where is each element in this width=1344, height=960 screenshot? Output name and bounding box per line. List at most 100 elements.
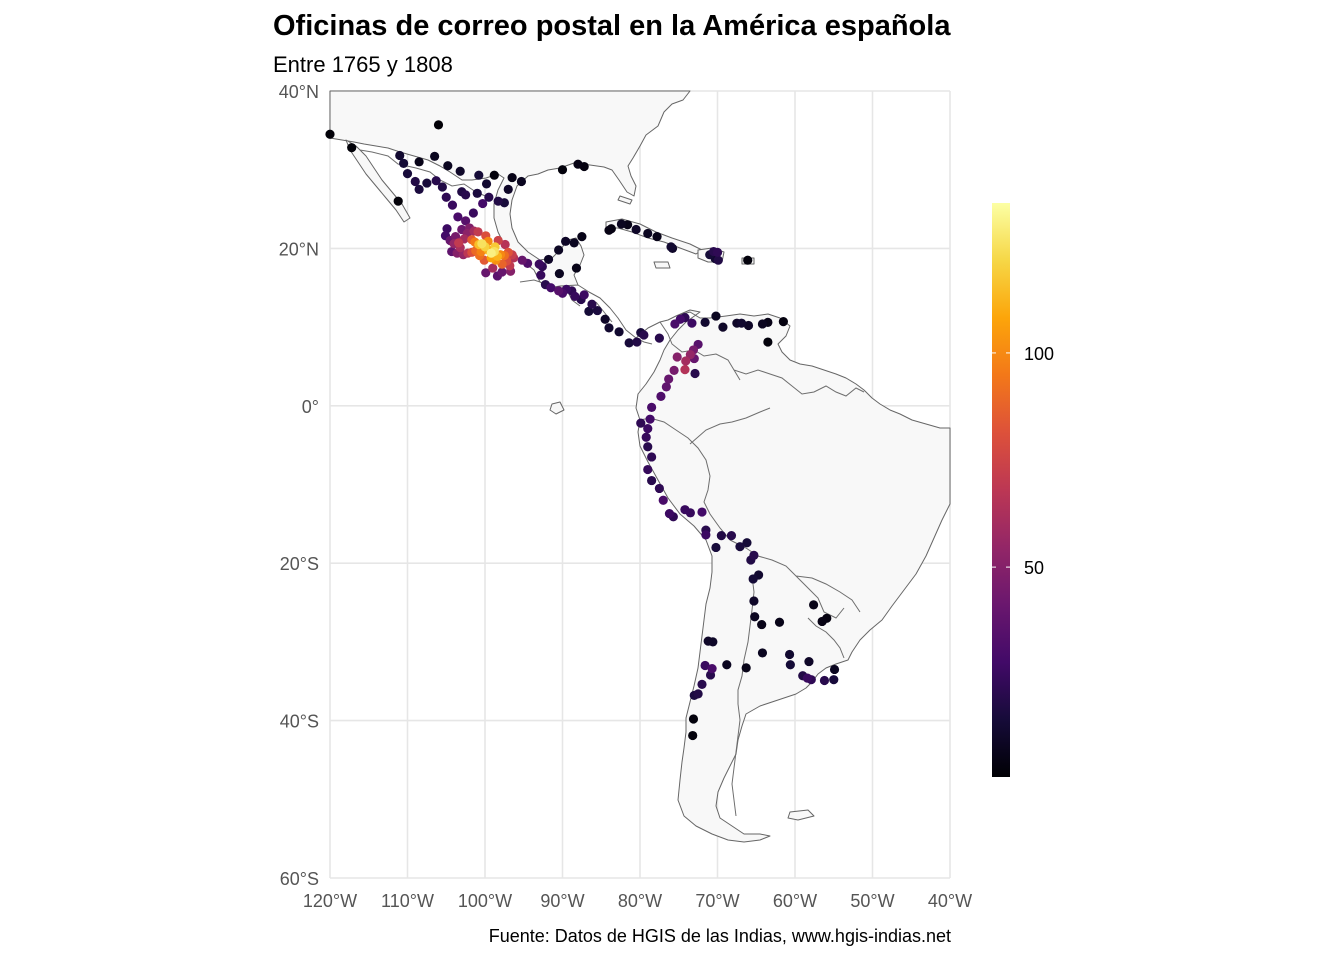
x-tick-label: 110°W xyxy=(381,891,434,911)
post-office-point xyxy=(571,263,582,273)
post-office-point xyxy=(561,236,571,246)
post-office-point xyxy=(624,338,634,348)
post-office-point xyxy=(536,270,546,280)
post-office-point xyxy=(658,495,668,505)
x-tick-label: 70°W xyxy=(695,891,739,911)
post-office-point xyxy=(500,239,510,250)
post-office-point xyxy=(707,664,717,674)
post-office-point xyxy=(455,166,465,176)
y-tick-label: 60°S xyxy=(280,869,319,889)
post-office-point xyxy=(664,374,674,384)
post-office-point xyxy=(414,157,424,167)
chart-caption: Fuente: Datos de HGIS de las Indias, www… xyxy=(489,926,951,946)
x-tick-label: 40°W xyxy=(928,891,972,911)
post-office-point xyxy=(669,365,679,375)
post-office-point xyxy=(604,323,614,333)
post-office-point xyxy=(652,231,662,242)
colorbar-tick-label: 100 xyxy=(1024,344,1054,364)
post-office-point xyxy=(554,268,565,279)
post-office-point xyxy=(654,483,664,494)
map-panel xyxy=(325,90,951,879)
post-office-point xyxy=(819,675,830,686)
post-office-point xyxy=(632,337,642,347)
post-office-point xyxy=(802,673,813,683)
post-office-point xyxy=(670,319,680,329)
post-office-point xyxy=(643,464,653,475)
post-office-point xyxy=(616,219,627,229)
post-office-point xyxy=(817,616,827,627)
post-office-point xyxy=(430,151,440,161)
post-office-point xyxy=(700,660,710,671)
post-office-point xyxy=(569,238,579,248)
post-office-point xyxy=(604,225,614,235)
post-office-point xyxy=(661,382,671,392)
post-office-point xyxy=(442,224,452,234)
post-office-point xyxy=(410,176,420,187)
post-office-point xyxy=(680,505,690,515)
post-office-point xyxy=(785,660,795,670)
chart-title: Oficinas de correo postal en la América … xyxy=(273,10,951,42)
post-office-point xyxy=(441,192,451,202)
y-tick-label: 20°S xyxy=(280,554,319,574)
post-office-point xyxy=(804,656,814,667)
galapagos-islands xyxy=(549,401,565,415)
post-office-point xyxy=(718,322,728,332)
post-office-point xyxy=(774,617,785,627)
post-office-point xyxy=(713,255,723,265)
post-office-point xyxy=(587,299,597,309)
x-tick-label: 80°W xyxy=(618,891,662,911)
post-office-point xyxy=(516,176,527,187)
post-office-point xyxy=(763,337,773,347)
post-office-point xyxy=(664,509,675,519)
post-office-point xyxy=(645,414,655,424)
post-office-point xyxy=(700,317,710,327)
post-office-point xyxy=(422,178,432,188)
post-office-point xyxy=(570,291,580,302)
post-office-point xyxy=(742,538,752,548)
post-office-point xyxy=(647,452,657,462)
x-tick-label: 100°W xyxy=(458,891,512,911)
falkland-islands xyxy=(787,809,815,821)
post-office-point xyxy=(643,228,653,239)
post-office-point xyxy=(685,350,695,360)
post-office-point xyxy=(399,158,409,169)
post-office-point xyxy=(757,319,768,329)
post-office-points xyxy=(325,120,840,741)
post-office-point xyxy=(468,208,478,218)
post-office-point xyxy=(647,402,657,412)
post-office-point xyxy=(546,283,556,293)
post-office-point xyxy=(711,311,721,321)
post-office-point xyxy=(749,550,759,560)
post-office-point xyxy=(614,327,624,337)
post-office-point xyxy=(402,169,413,179)
color-legend: 50 100 xyxy=(992,203,1054,777)
colorbar-tick-label: 50 xyxy=(1024,558,1044,578)
post-office-point xyxy=(748,574,758,584)
post-office-point xyxy=(543,254,554,265)
post-office-point xyxy=(697,679,707,689)
post-office-point xyxy=(414,184,424,194)
post-office-point xyxy=(393,196,403,206)
post-office-point xyxy=(688,730,698,741)
post-office-point xyxy=(486,248,496,258)
post-office-point xyxy=(636,418,646,428)
post-office-point xyxy=(647,475,657,486)
post-office-point xyxy=(554,286,564,296)
post-office-point xyxy=(443,161,453,171)
colorbar-ticks: 50 100 xyxy=(992,344,1054,578)
post-office-point xyxy=(489,170,499,180)
post-office-point xyxy=(701,530,711,540)
post-office-point xyxy=(454,238,464,248)
post-office-point xyxy=(711,542,721,553)
post-office-point xyxy=(579,290,589,300)
post-office-point xyxy=(600,314,610,324)
post-office-point xyxy=(554,245,564,255)
post-office-point xyxy=(493,196,503,206)
post-office-point xyxy=(697,507,707,517)
post-office-point xyxy=(722,660,732,670)
post-office-point xyxy=(743,320,754,331)
post-office-point xyxy=(681,356,691,366)
colorbar xyxy=(992,203,1010,777)
country-borders xyxy=(359,149,865,817)
